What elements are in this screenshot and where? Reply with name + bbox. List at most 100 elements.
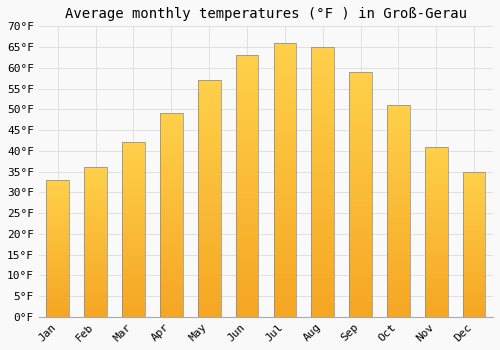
Bar <box>463 250 485 251</box>
Bar <box>198 225 220 227</box>
Bar <box>236 299 258 301</box>
Bar <box>387 133 410 135</box>
Bar <box>312 61 334 63</box>
Bar <box>312 112 334 114</box>
Bar <box>236 58 258 61</box>
Bar <box>84 211 107 212</box>
Bar <box>349 113 372 116</box>
Bar <box>463 231 485 232</box>
Bar <box>463 180 485 182</box>
Bar <box>312 74 334 77</box>
Bar <box>425 228 448 230</box>
Bar <box>84 312 107 314</box>
Bar <box>84 242 107 244</box>
Bar <box>274 163 296 166</box>
Bar <box>274 298 296 300</box>
Bar <box>198 310 220 312</box>
Bar <box>122 282 145 284</box>
Bar <box>236 89 258 92</box>
Bar <box>236 254 258 257</box>
Bar <box>198 187 220 189</box>
Bar <box>274 254 296 257</box>
Bar <box>198 154 220 156</box>
Bar <box>349 275 372 278</box>
Bar <box>387 249 410 251</box>
Bar <box>312 55 334 58</box>
Bar <box>198 303 220 305</box>
Bar <box>463 186 485 188</box>
Bar <box>122 223 145 224</box>
Bar <box>274 125 296 128</box>
Bar <box>312 168 334 171</box>
Bar <box>349 231 372 233</box>
Bar <box>387 256 410 258</box>
Bar <box>425 237 448 239</box>
Bar <box>425 310 448 312</box>
Bar <box>463 254 485 256</box>
Bar <box>312 225 334 228</box>
Bar <box>84 292 107 293</box>
Bar <box>160 213 182 215</box>
Bar <box>425 213 448 215</box>
Bar <box>463 288 485 289</box>
Bar <box>236 116 258 118</box>
Bar <box>312 104 334 106</box>
Bar <box>46 303 69 304</box>
Bar <box>46 185 69 187</box>
Bar <box>274 120 296 122</box>
Bar <box>84 287 107 288</box>
Bar <box>274 281 296 284</box>
Bar <box>349 204 372 206</box>
Bar <box>160 256 182 258</box>
Bar <box>160 118 182 120</box>
Bar <box>46 224 69 225</box>
Bar <box>84 230 107 232</box>
Bar <box>274 232 296 234</box>
Bar <box>425 257 448 259</box>
Bar <box>160 262 182 264</box>
Bar <box>198 194 220 196</box>
Bar <box>160 120 182 121</box>
Bar <box>46 180 69 181</box>
Bar <box>463 217 485 218</box>
Bar <box>425 155 448 157</box>
Bar <box>122 240 145 242</box>
Bar <box>122 256 145 258</box>
Bar <box>46 298 69 299</box>
Bar <box>349 116 372 118</box>
Bar <box>122 233 145 235</box>
Bar <box>387 300 410 302</box>
Bar <box>46 313 69 314</box>
Bar <box>463 273 485 275</box>
Bar <box>236 231 258 233</box>
Bar <box>425 147 448 317</box>
Bar <box>160 160 182 162</box>
Bar <box>160 294 182 296</box>
Bar <box>84 238 107 239</box>
Bar <box>349 104 372 106</box>
Bar <box>387 217 410 219</box>
Bar <box>236 94 258 97</box>
Bar <box>312 176 334 179</box>
Bar <box>160 309 182 311</box>
Bar <box>198 258 220 260</box>
Bar <box>46 281 69 282</box>
Bar <box>274 62 296 65</box>
Bar <box>198 142 220 144</box>
Bar <box>387 304 410 306</box>
Bar <box>312 212 334 214</box>
Bar <box>349 236 372 238</box>
Bar <box>236 246 258 249</box>
Bar <box>463 206 485 208</box>
Bar <box>236 136 258 139</box>
Bar <box>463 211 485 212</box>
Bar <box>46 229 69 231</box>
Bar <box>236 278 258 280</box>
Bar <box>312 114 334 117</box>
Bar <box>198 130 220 132</box>
Bar <box>84 311 107 312</box>
Bar <box>122 292 145 294</box>
Bar <box>387 272 410 274</box>
Bar <box>425 305 448 307</box>
Bar <box>274 57 296 59</box>
